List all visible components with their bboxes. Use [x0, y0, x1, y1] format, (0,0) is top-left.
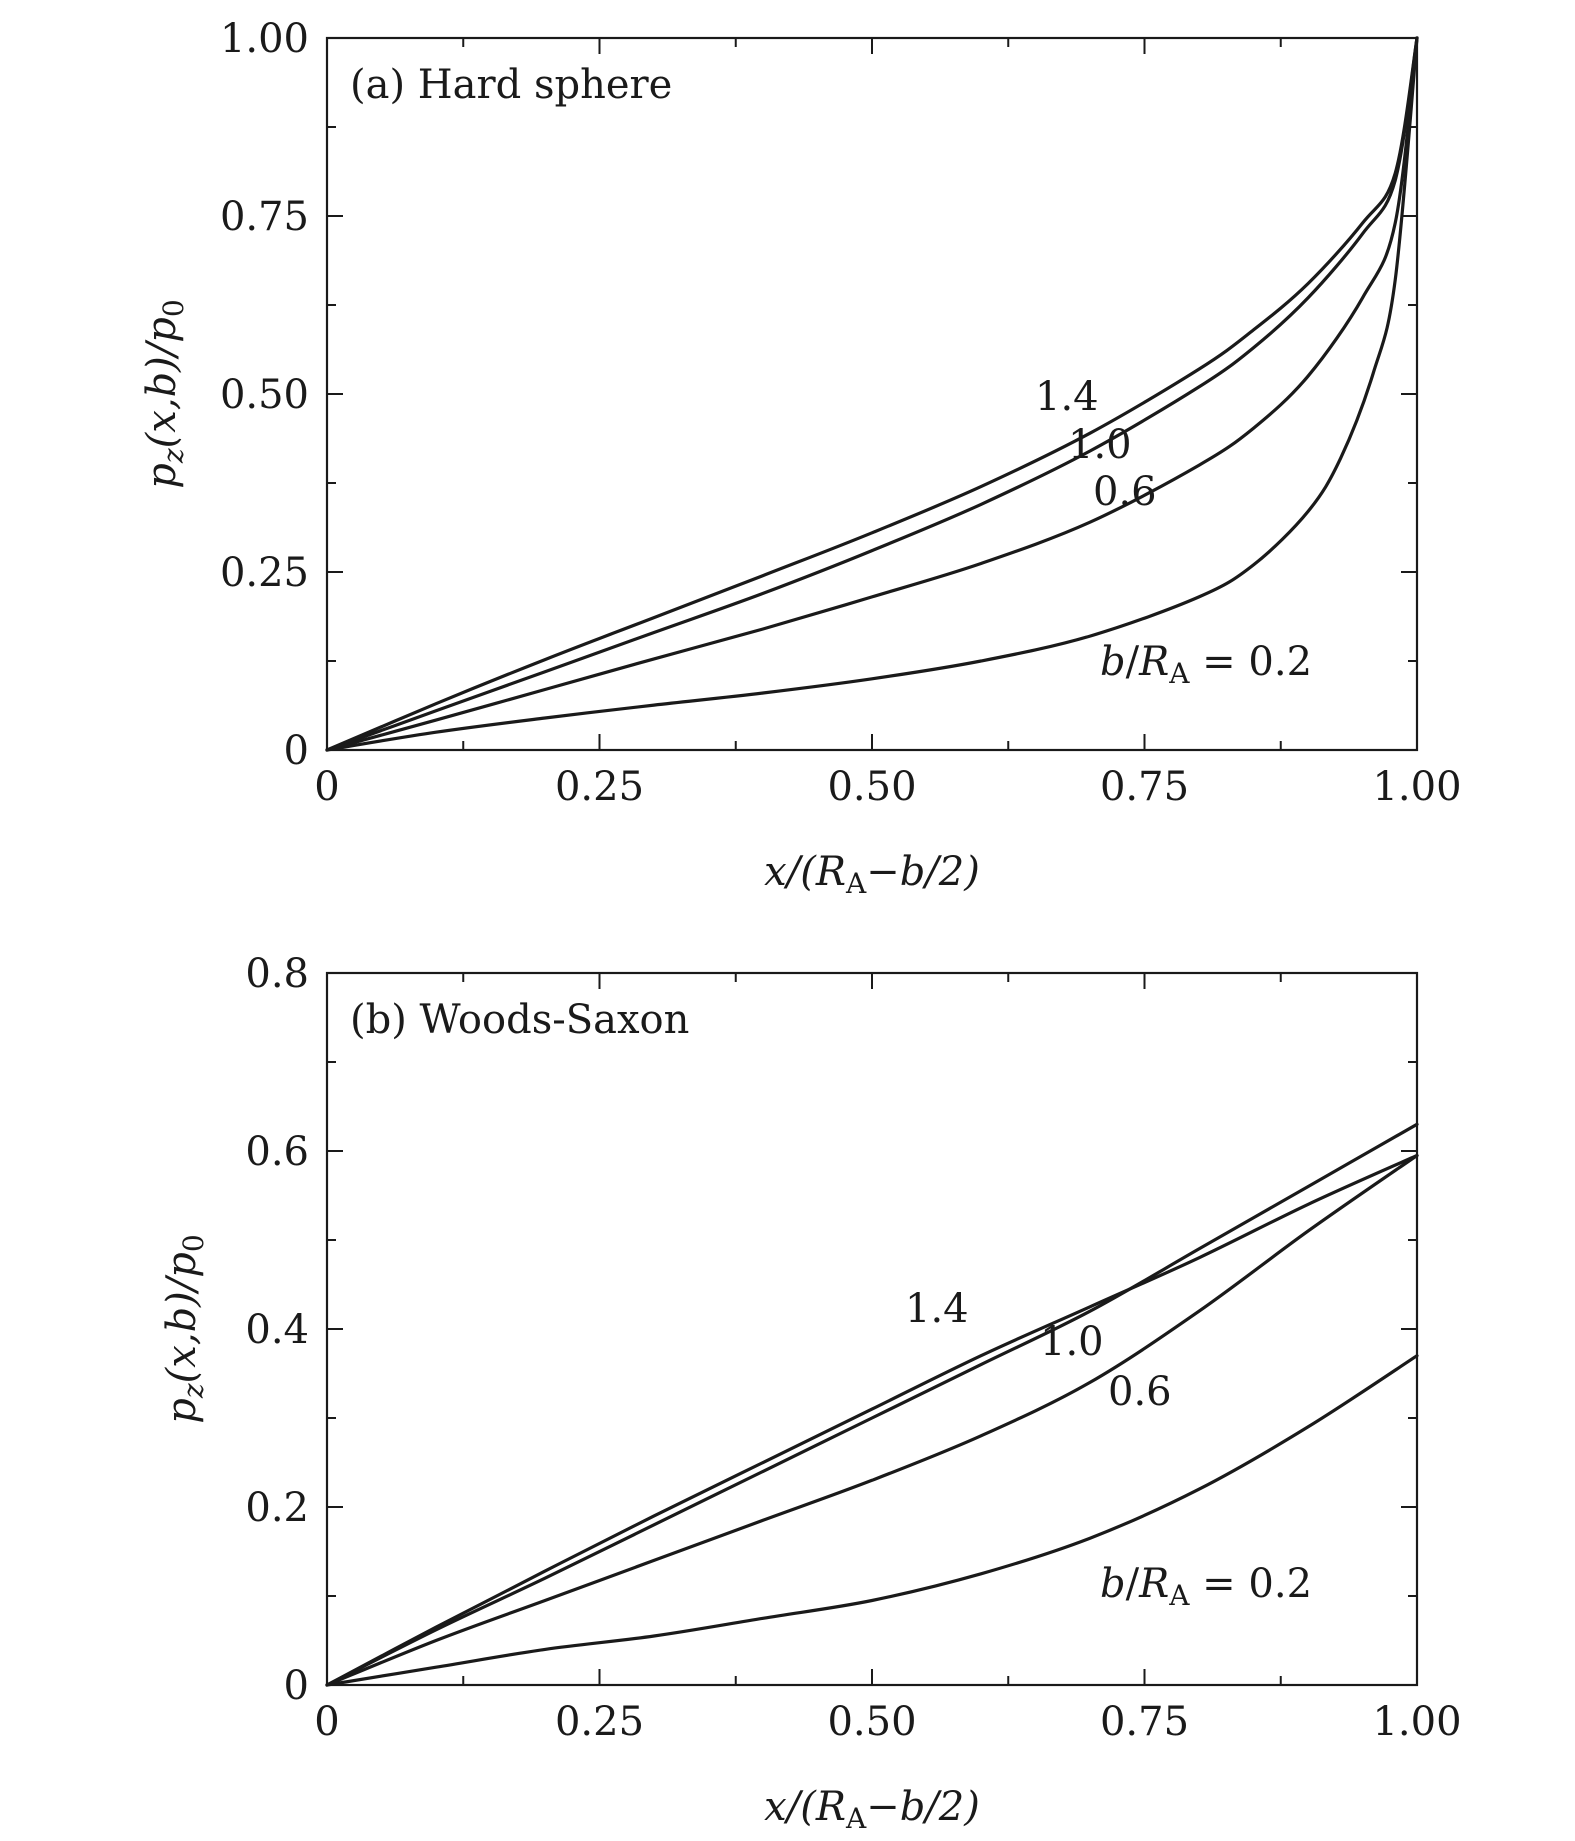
- series-curves: [325, 1122, 1419, 1687]
- y-tick-label: 0.50: [220, 372, 309, 418]
- series-line-1: [325, 36, 1419, 752]
- x-tick-label: 0: [314, 1699, 339, 1745]
- y-tick-label: 0: [284, 1663, 309, 1709]
- panel-title: (b) Woods-Saxon: [350, 997, 689, 1043]
- annotation-b-ra-0-2: b/RA = 0.2: [1100, 1561, 1312, 1612]
- series-line-4: [325, 1354, 1419, 1687]
- axis-ticks: [326, 972, 1418, 1686]
- series-line-2: [325, 36, 1419, 752]
- tick-labels: 0 0.25 0.50 0.75 1.00 0 0.25 0.50 0.75 1.00: [220, 16, 1462, 810]
- y-tick-label: 0.4: [245, 1307, 309, 1353]
- x-tick-label: 0.75: [1100, 764, 1189, 810]
- annotation-1-4: 1.4: [1035, 374, 1099, 420]
- series-line-4: [325, 36, 1419, 752]
- x-tick-label: 0: [314, 764, 339, 810]
- panel-title: (a) Hard sphere: [350, 62, 672, 108]
- series-line-3: [325, 1153, 1419, 1687]
- series-line-1: [325, 1153, 1419, 1687]
- y-tick-label: 0.75: [220, 194, 309, 240]
- series-line-2: [325, 1122, 1419, 1687]
- annotation-b-ra-0-2: b/RA = 0.2: [1100, 639, 1312, 690]
- annotation-1-4: 1.4: [905, 1286, 969, 1332]
- x-tick-label: 1.00: [1372, 764, 1461, 810]
- annotation-0-6: 0.6: [1108, 1369, 1172, 1415]
- y-tick-label: 0.8: [245, 951, 309, 997]
- series-line-3: [325, 36, 1419, 752]
- y-tick-label: 1.00: [220, 16, 309, 62]
- series-curves: [325, 36, 1419, 752]
- x-tick-label: 0.50: [827, 1699, 916, 1745]
- axis-ticks: [326, 37, 1418, 751]
- x-tick-label: 0.25: [555, 764, 644, 810]
- annotation-0-6: 0.6: [1093, 469, 1157, 515]
- x-tick-label: 0.50: [827, 764, 916, 810]
- y-tick-label: 0.6: [245, 1129, 309, 1175]
- annotation-1-0: 1.0: [1040, 1319, 1104, 1365]
- tick-labels: 0 0.25 0.50 0.75 1.00 0 0.2 0.4 0.6 0.8: [245, 951, 1461, 1745]
- y-axis-label: pz(x,b)/p0: [159, 1234, 210, 1423]
- y-axis-label: pz(x,b)/p0: [139, 299, 190, 488]
- x-axis-label: x/(RA−b/2): [764, 849, 980, 900]
- x-tick-label: 0.75: [1100, 1699, 1189, 1745]
- x-tick-label: 0.25: [555, 1699, 644, 1745]
- y-tick-label: 0: [284, 728, 309, 774]
- y-tick-label: 0.2: [245, 1485, 309, 1531]
- x-axis-label: x/(RA−b/2): [764, 1784, 980, 1835]
- x-tick-label: 1.00: [1372, 1699, 1461, 1745]
- annotation-1-0: 1.0: [1068, 422, 1132, 468]
- y-tick-label: 0.25: [220, 550, 309, 596]
